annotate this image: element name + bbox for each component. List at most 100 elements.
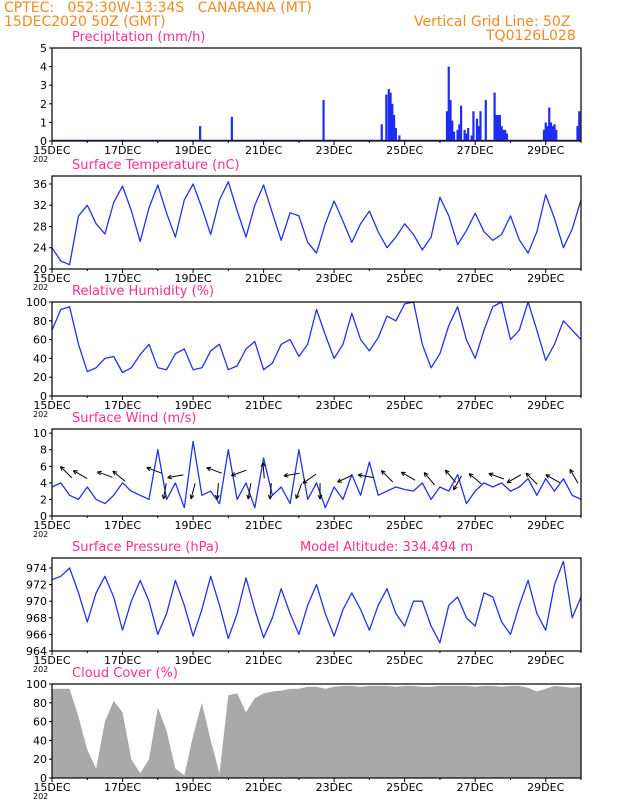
x-year-label: 202 — [33, 792, 48, 800]
wind-arrow — [267, 483, 273, 500]
precip-bar — [548, 107, 551, 141]
wind-arrow — [357, 473, 374, 479]
x-tick-label: 27DEC — [457, 272, 494, 285]
precip-bar — [459, 105, 463, 141]
wind-arrow — [453, 475, 462, 491]
panel-rh: 0 20 40 60 80 100 15DEC 17DEC 19DEC 21DEC 23DEC 25D… — [26, 284, 582, 419]
x-tick-label: 21DEC — [245, 272, 282, 285]
x-tick-label: 19DEC — [175, 144, 212, 157]
precip-bar — [380, 124, 383, 141]
wind-arrow — [295, 483, 303, 500]
x-tick-label: 15DEC — [33, 144, 70, 157]
precip-bar — [553, 124, 556, 141]
x-tick-label: 19DEC — [175, 519, 212, 532]
x-tick-label: 25DEC — [386, 144, 423, 157]
x-tick-label: 17DEC — [104, 654, 141, 667]
panel-wind: 0 2 4 6 8 10 15DEC 17DEC 19DEC 21DEC 23DEC 25DEC 27D… — [33, 411, 582, 539]
x-tick-label: 25DEC — [386, 654, 423, 667]
y-tick-label: 100 — [26, 678, 47, 691]
precip-bar — [495, 114, 498, 141]
precip-bar — [394, 127, 397, 141]
x-tick-label: 29DEC — [527, 272, 564, 285]
precip-bar — [385, 94, 388, 141]
panel-pressure: 964 966 968 970 972 974 15DEC 17DEC 19DEC 21DEC 23… — [26, 540, 582, 674]
wind-arrow — [317, 483, 323, 500]
header-date: 15DEC2020 50Z (GMT) — [4, 14, 166, 30]
y-tick-label: 6 — [40, 460, 47, 473]
precip-bar — [452, 131, 456, 141]
precip-bar — [391, 103, 394, 141]
x-tick-label: 19DEC — [175, 654, 212, 667]
y-tick-label: 972 — [26, 579, 47, 592]
y-tick-label: 964 — [26, 645, 47, 658]
wind-arrow — [525, 472, 538, 485]
precip-bar — [551, 126, 554, 141]
x-tick-label: 27DEC — [457, 144, 494, 157]
precip-bar — [463, 129, 466, 141]
wind-arrow — [59, 465, 73, 479]
x-tick-label: 23DEC — [316, 781, 353, 794]
wind-arrow — [488, 472, 505, 480]
pressure-frame — [51, 557, 582, 652]
cloud-title: Cloud Cover (%) — [72, 666, 178, 681]
precip-bar — [465, 133, 468, 141]
precip-bar — [472, 111, 475, 141]
wind-arrow — [468, 473, 482, 485]
wind-arrow — [337, 474, 353, 483]
x-tick-label: 19DEC — [175, 781, 212, 794]
x-tick-label: 27DEC — [457, 781, 494, 794]
wind-arrow — [246, 483, 252, 500]
y-tick-label: 0 — [40, 772, 47, 785]
y-tick-label: 36 — [33, 178, 47, 191]
y-tick-label: 80 — [33, 315, 47, 328]
x-tick-label: 15DEC — [33, 654, 70, 667]
precip-bar — [449, 100, 452, 141]
y-tick-label: 20 — [33, 753, 47, 766]
x-tick-label: 23DEC — [316, 272, 353, 285]
pressure-line — [51, 560, 582, 644]
precip-bar — [493, 92, 496, 141]
x-tick-label: 25DEC — [386, 781, 423, 794]
x-tick-label: 19DEC — [175, 399, 212, 412]
precip-bar — [199, 126, 202, 141]
x-tick-label: 17DEC — [104, 399, 141, 412]
y-tick-label: 968 — [26, 612, 47, 625]
precip-bar — [387, 88, 390, 141]
x-tick-label: 29DEC — [527, 781, 564, 794]
wind-arrow — [161, 483, 167, 500]
y-tick-label: 40 — [33, 352, 47, 365]
x-tick-label: 17DEC — [104, 272, 141, 285]
x-tick-label: 29DEC — [527, 399, 564, 412]
panel-temp: 20 24 28 32 36 15DEC 17DEC 19DEC 21DEC 23DEC 25DEC… — [33, 158, 582, 292]
wind-arrow — [302, 473, 317, 484]
x-tick-label: 15DEC — [33, 399, 70, 412]
y-tick-label: 60 — [33, 334, 47, 347]
x-tick-label: 27DEC — [457, 654, 494, 667]
x-tick-label: 21DEC — [245, 144, 282, 157]
x-tick-label: 17DEC — [104, 519, 141, 532]
x-year-label: 202 — [33, 665, 48, 674]
precip-bar — [497, 114, 500, 141]
x-year-label: 202 — [33, 283, 48, 292]
wind-arrow — [206, 466, 222, 474]
wind-arrow — [72, 470, 88, 480]
y-tick-label: 2 — [40, 493, 47, 506]
precip-bar — [398, 135, 401, 141]
precip-bar — [389, 92, 392, 141]
wind-arrow — [506, 474, 522, 484]
precip-title: Precipitation (mm/h) — [72, 30, 205, 45]
x-year-label: 202 — [33, 155, 48, 164]
precip-bar — [467, 127, 470, 141]
wind-arrow — [214, 483, 220, 500]
y-tick-label: 3 — [40, 79, 47, 92]
precip-bar — [477, 126, 480, 141]
precip-bar — [392, 114, 396, 141]
wind-arrow — [189, 483, 196, 500]
y-tick-label: 10 — [33, 427, 47, 440]
temp-title: Surface Temperature (nC) — [72, 158, 240, 173]
wind-arrow — [231, 469, 247, 477]
y-tick-label: 40 — [33, 734, 47, 747]
panel-cloud: 0 20 40 60 80 100 15DEC 17DEC 19DEC 21DEC 23DEC 25D… — [26, 666, 582, 800]
wind-title: Surface Wind (m/s) — [72, 411, 196, 426]
